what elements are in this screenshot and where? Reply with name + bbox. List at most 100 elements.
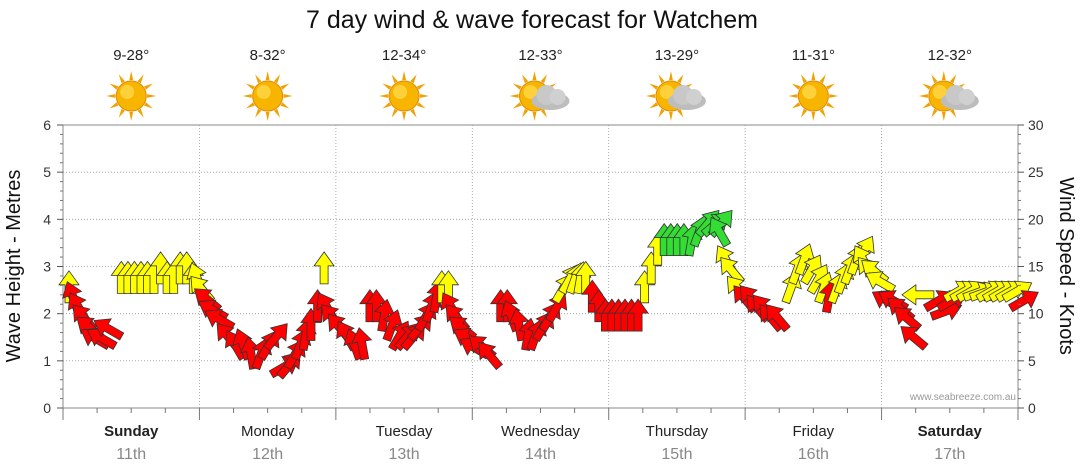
sun-ray	[402, 71, 406, 81]
sun-ray	[522, 74, 529, 84]
sun-ray	[931, 108, 938, 118]
wind-arrow	[478, 341, 503, 371]
partly-cloudy-icon	[509, 71, 570, 121]
sun-ray	[950, 108, 957, 118]
credit-text: www.seabreeze.com.au	[909, 392, 1016, 403]
sun-ray	[416, 83, 426, 90]
sun-ray	[922, 102, 931, 109]
sun-ray	[391, 108, 398, 118]
sun-ray	[118, 108, 125, 118]
cloud-puff	[549, 89, 566, 105]
day-name: Monday	[241, 423, 295, 440]
sun-ray	[512, 83, 522, 90]
sun-ray	[255, 74, 262, 84]
wind-arrow	[1008, 290, 1039, 313]
day-name: Tuesday	[376, 423, 433, 440]
chart-title: 7 day wind & wave forecast for Watchem	[306, 6, 758, 34]
sun-ray	[419, 94, 430, 98]
sun-ray	[941, 111, 946, 121]
sun-ray	[791, 83, 801, 90]
sun-ray	[800, 74, 808, 84]
wind-arrow	[93, 318, 125, 341]
sun-ray	[819, 108, 826, 118]
sun-ray	[129, 111, 134, 121]
day-name: Wednesday	[501, 423, 580, 440]
sun-highlight	[802, 85, 817, 99]
wind-arrow	[901, 284, 935, 306]
left-tick-label: 3	[43, 259, 51, 275]
wind-arrow	[351, 327, 373, 361]
sun-ray	[109, 83, 119, 90]
sun-ray	[379, 94, 389, 98]
sun-ray	[402, 111, 406, 121]
day-temperature: 8-32°	[250, 47, 286, 64]
sun-ray	[918, 94, 928, 98]
left-tick-label: 5	[43, 164, 51, 180]
sun-icon	[106, 71, 157, 121]
sun-ray	[410, 108, 417, 118]
wind-arrow	[900, 326, 929, 351]
sun-ray	[410, 74, 417, 84]
cloud-shape	[531, 85, 570, 110]
left-tick-label: 0	[43, 400, 51, 416]
sun-ray	[677, 74, 684, 84]
left-tick-label: 6	[43, 117, 51, 133]
sun-ray	[811, 111, 816, 121]
sun-ray	[829, 94, 839, 98]
sun-ray	[382, 83, 392, 90]
temperature-row: 9-28° 8-32° 12-34° 12-33° 13-29° 11-31° 12-32°	[113, 47, 972, 64]
wind-arrow	[865, 271, 897, 294]
sun-ray	[265, 111, 270, 121]
sun-ray	[811, 71, 816, 81]
sun-ray	[826, 102, 836, 109]
sun-ray	[245, 83, 255, 90]
wind-arrows	[58, 209, 1039, 380]
sun-ray	[791, 102, 801, 109]
day-temperature: 11-31°	[792, 47, 835, 64]
right-tick-label: 20	[1028, 211, 1044, 227]
wind-arrow	[508, 308, 530, 342]
sun-ray	[265, 71, 270, 81]
right-tick-label: 0	[1028, 400, 1036, 416]
sun-ray	[922, 83, 931, 90]
day-date: 16th	[798, 446, 829, 463]
left-axis-label: Wave Height - Metres	[3, 170, 25, 363]
sun-ray	[280, 83, 290, 90]
day-date: 17th	[934, 446, 965, 463]
sun-ray	[819, 74, 826, 84]
left-tick-label: 1	[43, 353, 51, 369]
wind-arrow	[263, 323, 288, 352]
sun-ray	[137, 108, 144, 118]
sun-ray	[144, 102, 153, 109]
sun-highlight	[393, 85, 408, 99]
sun-ray	[800, 108, 808, 118]
sun-ray	[645, 94, 656, 98]
sun-ray	[669, 71, 673, 81]
sun-ray	[540, 74, 547, 84]
sun-icon	[788, 71, 839, 121]
sun-ray	[522, 108, 529, 118]
sun-ray	[509, 94, 519, 98]
day-name: Thursday	[646, 423, 709, 440]
cloud-puff	[958, 89, 975, 105]
sun-ray	[649, 102, 659, 109]
sun-highlight	[932, 85, 947, 99]
sun-ray	[129, 71, 134, 81]
left-tick-label: 2	[43, 306, 51, 322]
cloud-shape	[940, 85, 979, 110]
sun-ray	[826, 83, 836, 90]
day-name: Friday	[793, 423, 835, 440]
sun-ray	[147, 94, 157, 98]
partly-cloudy-icon	[918, 71, 979, 121]
sun-ray	[788, 94, 798, 98]
wind-arrow	[313, 251, 335, 285]
sun-highlight	[523, 85, 538, 99]
sun-ray	[273, 108, 281, 118]
sun-highlight	[120, 85, 135, 99]
sun-ray	[416, 102, 426, 109]
wind-arrow	[627, 298, 649, 332]
left-tick-label: 4	[43, 211, 51, 227]
sun-icon	[379, 71, 430, 121]
sun-ray	[242, 94, 252, 98]
